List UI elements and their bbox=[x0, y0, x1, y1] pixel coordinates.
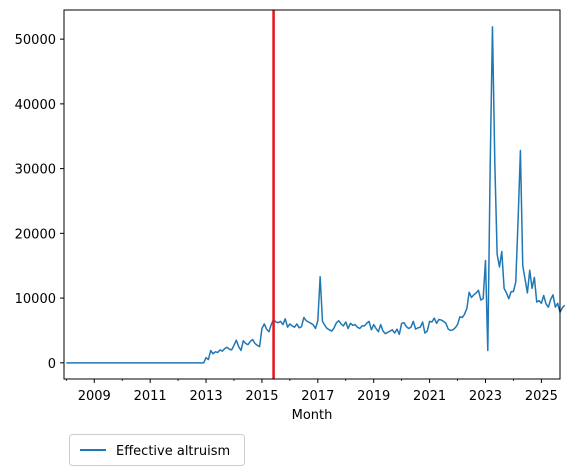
y-tick-label: 0 bbox=[48, 357, 56, 372]
plot-area bbox=[66, 10, 566, 379]
x-tick-label: 2019 bbox=[357, 389, 390, 404]
x-tick-label: 2009 bbox=[78, 389, 111, 404]
legend-box bbox=[69, 434, 245, 466]
y-tick-label: 20000 bbox=[15, 227, 56, 242]
x-tick-label: 2015 bbox=[245, 389, 278, 404]
axes: 0 10000 20000 30000 40000 50000 2009 2011 2013 20… bbox=[15, 9, 561, 423]
legend: Effective altruism bbox=[69, 434, 245, 466]
x-axis-label: Month bbox=[292, 408, 333, 423]
series-line-0 bbox=[66, 26, 566, 364]
x-tick-label: 2021 bbox=[413, 389, 446, 404]
x-tick-label: 2013 bbox=[190, 389, 223, 404]
y-tick-label: 50000 bbox=[15, 33, 56, 48]
y-tick-label: 30000 bbox=[15, 163, 56, 178]
y-tick-label: 10000 bbox=[15, 292, 56, 307]
x-tick-label: 2023 bbox=[469, 389, 502, 404]
y-tick-label: 40000 bbox=[15, 98, 56, 113]
x-tick-label: 2011 bbox=[134, 389, 167, 404]
x-tick-label: 2025 bbox=[525, 389, 558, 404]
x-tick-label: 2017 bbox=[301, 389, 334, 404]
axes-frame bbox=[63, 9, 561, 380]
legend-label: Effective altruism bbox=[116, 444, 230, 459]
